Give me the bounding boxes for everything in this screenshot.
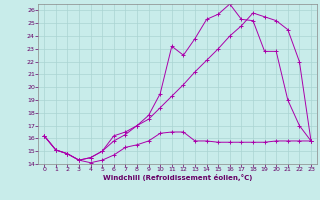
X-axis label: Windchill (Refroidissement éolien,°C): Windchill (Refroidissement éolien,°C) [103, 174, 252, 181]
